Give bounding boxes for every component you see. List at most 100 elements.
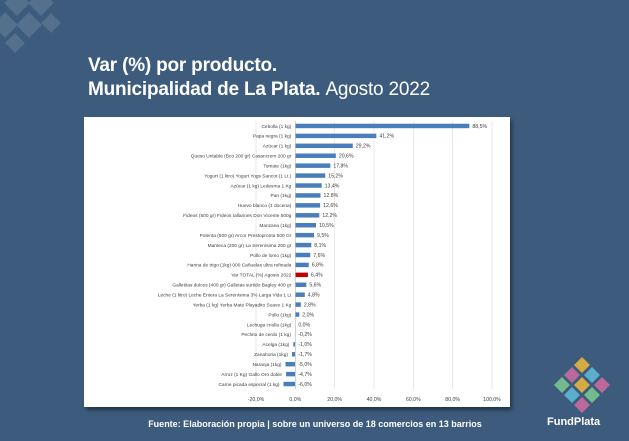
bar <box>295 183 322 188</box>
category-label: Leche (1 litro) Leche Entera La Serenísi… <box>158 293 292 299</box>
category-label: Pan (1kg) <box>271 193 292 199</box>
bar <box>295 222 316 228</box>
category-label: Naranja (1kg) <box>252 362 281 368</box>
bar <box>295 143 353 149</box>
data-label: 41,2% <box>379 134 394 140</box>
category-label: Carne picada especial (1 kg) <box>218 382 279 388</box>
bar <box>295 133 377 139</box>
category-label: Yogurt (1 litro) Yogurt Yogs Sancor (1 L… <box>204 173 291 179</box>
category-label: Tomate (1kg) <box>263 163 291 169</box>
category-label: Galletitas dulces (400 gr) Galletas surt… <box>172 283 291 289</box>
category-label: Pollo de lomo (1kg) <box>250 253 292 259</box>
category-label: Zanahoria (1kg) <box>254 352 288 358</box>
data-label: 2,0% <box>302 312 314 318</box>
bar <box>295 282 307 288</box>
bar <box>295 163 331 168</box>
bar <box>295 153 336 158</box>
bar <box>295 262 309 268</box>
source-note: Fuente: Elaboración propia | sobre un un… <box>148 419 482 429</box>
x-tick-label: 100,0% <box>483 397 501 403</box>
bar <box>295 203 321 208</box>
logo-diamond <box>554 377 570 393</box>
category-label: Azúcar (1 kg) <box>263 144 292 150</box>
x-tick-label: 60,0% <box>406 397 421 403</box>
category-label: Arroz (1 Kg) Gallo Oro doble <box>221 372 282 378</box>
data-label: 13,4% <box>325 183 340 189</box>
data-label: -5,0% <box>298 362 312 368</box>
title-line-1: Var (%) por producto. <box>88 55 277 76</box>
bar <box>295 252 311 258</box>
data-label: 15,2% <box>328 173 343 179</box>
x-tick-label: 40,0% <box>367 397 382 403</box>
data-label: 12,6% <box>323 203 338 209</box>
category-label: Huevo blanco (1 docena) <box>238 203 292 209</box>
bar <box>295 242 312 248</box>
logo-diamond <box>594 377 610 393</box>
data-label: 17,8% <box>333 163 348 169</box>
logo-diamond <box>564 367 580 383</box>
category-label: Manteca (200 gr) La Serenísima 200 gr <box>208 243 292 249</box>
data-label: 5,6% <box>309 283 321 289</box>
data-label: 12,2% <box>322 213 337 219</box>
data-label: -6,0% <box>298 382 312 388</box>
brand-name: FundPlata <box>547 416 601 428</box>
data-label: 8,1% <box>314 243 326 249</box>
decorative-diamond-pattern <box>0 0 61 53</box>
data-label: -0,2% <box>298 332 312 338</box>
data-label: 2,8% <box>304 302 316 308</box>
title-period: Agosto 2022 <box>325 79 430 100</box>
category-label: Acelga (1kg) <box>262 342 289 348</box>
data-label: 20,6% <box>339 154 354 160</box>
data-label: 7,6% <box>313 253 325 259</box>
page-title: Var (%) por producto. Municipalidad de L… <box>88 54 430 102</box>
category-label: Queso Untable (Bco 200 gr) Casancrem 200… <box>191 154 292 160</box>
bar <box>295 123 470 129</box>
bar <box>291 352 296 357</box>
bar <box>293 342 296 347</box>
bar <box>295 312 300 317</box>
bar-chart: -20,0% 0,0% 20,0% 40,0% 60,0% 80,0% 100,0% Cebo… <box>158 121 501 403</box>
chart-panel: -20,0% 0,0% 20,0% 40,0% 60,0% 80,0% 100,0% Cebo… <box>84 117 510 407</box>
bar <box>295 173 326 178</box>
data-label: 88,5% <box>472 124 487 130</box>
category-label: Var TOTAL (%) Agosto 2022 <box>231 273 291 279</box>
x-tick-label: 80,0% <box>445 397 460 403</box>
category-label: Cebolla (1 kg) <box>261 124 291 130</box>
bar <box>295 302 301 307</box>
bar <box>286 371 296 377</box>
data-label: -1,7% <box>298 352 312 358</box>
category-label: Lechuga criolla (1kg) <box>247 322 292 328</box>
category-label: Manzana (1kg) <box>259 223 291 229</box>
x-tick-label: 20,0% <box>327 397 342 403</box>
data-label: 12,8% <box>324 193 339 199</box>
x-tick-label: 0,0% <box>289 397 301 403</box>
data-label: 6,8% <box>312 263 324 269</box>
category-label: Pechito de cerdo (1 kg) <box>241 332 291 338</box>
x-tick-label: -20,0% <box>248 397 265 403</box>
data-label: 10,5% <box>319 223 334 229</box>
data-label: 29,2% <box>356 144 371 150</box>
category-label: Yerba (1 kg) Yerba Mate Playadito Suave … <box>193 302 292 308</box>
data-label: -1,0% <box>298 342 312 348</box>
data-label: 0,0% <box>298 322 310 328</box>
data-label: 9,5% <box>317 233 329 239</box>
bar <box>285 361 296 367</box>
bar <box>295 232 315 238</box>
data-label: -4,7% <box>298 372 312 378</box>
logo-diamond <box>574 397 590 413</box>
fundplata-logo-icon <box>554 357 610 413</box>
logo-diamond <box>564 387 580 403</box>
category-label: Fideos (500 gr) Fideos tallarines Don Vi… <box>183 213 292 219</box>
category-label: Papa negra (1 kg) <box>253 134 292 140</box>
category-label: Azúcar (1 kg) Ledesma 1 Kg <box>231 183 292 189</box>
bar <box>295 292 305 297</box>
data-label: 4,8% <box>308 293 320 299</box>
bar-highlight <box>295 272 308 278</box>
bar <box>283 381 296 387</box>
bar <box>295 193 321 198</box>
category-label: Harina de trigo (1kg) 000 Cañuelas ultra… <box>187 263 291 269</box>
logo-diamond <box>584 387 600 403</box>
data-label: 6,4% <box>311 273 323 279</box>
title-municipality: Municipalidad de La Plata. <box>88 79 321 100</box>
logo-diamond <box>574 357 590 373</box>
